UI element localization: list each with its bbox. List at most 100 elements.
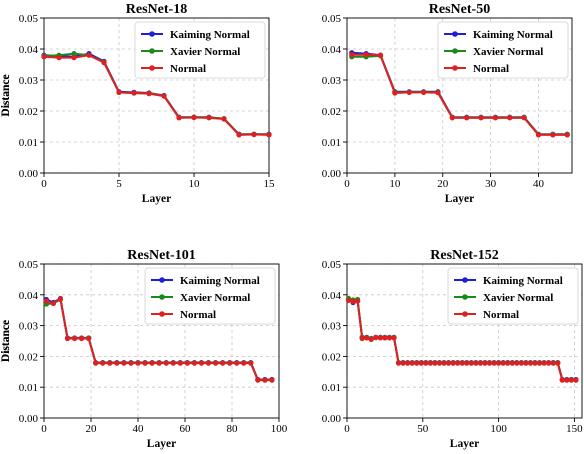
data-point [107, 360, 113, 366]
legend-frame [437, 21, 569, 79]
data-point [468, 360, 474, 366]
data-point [131, 90, 137, 96]
y-tick-label: 0.05 [19, 13, 39, 25]
data-point [262, 377, 268, 383]
legend-marker [462, 277, 468, 283]
data-point [79, 335, 85, 342]
data-point [350, 298, 356, 305]
data-point [349, 51, 355, 58]
subplot-resnet-101: 0 20 40 60 80 100 0.00 0.01 0.02 0.03 0.04 0.05 ResN… [0, 248, 288, 450]
data-point [564, 377, 570, 383]
data-point [432, 360, 438, 366]
data-point [382, 335, 388, 341]
data-point [135, 360, 141, 366]
subplot-title: ResNet-152 [430, 248, 498, 263]
legend-marker [159, 277, 165, 283]
legend: Kaiming Normal Xavier Normal Normal [437, 21, 569, 79]
data-point [191, 360, 197, 366]
data-point [559, 377, 565, 383]
y-tick-label: 0.03 [19, 75, 39, 87]
y-tick-label: 0.00 [19, 168, 39, 180]
x-tick-label: 15 [264, 178, 276, 190]
x-tick-label: 80 [227, 423, 239, 435]
legend-frame [447, 267, 579, 325]
legend-marker [159, 311, 165, 317]
data-point [455, 360, 461, 366]
data-point [386, 335, 393, 341]
data-point [56, 55, 62, 61]
data-point [121, 360, 127, 366]
data-point [161, 93, 167, 99]
data-point [116, 89, 122, 95]
data-point [146, 91, 152, 97]
series-normal [43, 296, 275, 383]
x-tick-label: 40 [533, 178, 545, 190]
data-point [391, 335, 397, 341]
y-tick-label: 0.01 [19, 137, 38, 149]
x-axis-label: Layer [142, 193, 171, 205]
x-tick-label: 10 [189, 178, 201, 190]
data-point [373, 334, 379, 340]
x-tick-label: 0 [344, 423, 350, 435]
data-point [184, 360, 190, 366]
subplot-resnet-18: 0 5 10 15 0.00 0.01 0.02 0.03 0.04 0.05 ResNet-18 L… [0, 2, 275, 205]
data-point [93, 360, 99, 366]
y-axis-label: Distance [0, 320, 12, 362]
x-tick-label: 100 [490, 423, 507, 435]
legend-frame [144, 267, 276, 325]
plot-frame [43, 17, 270, 174]
plot-frame [43, 263, 280, 419]
data-point [492, 115, 499, 121]
data-point [128, 360, 134, 366]
plot-frame [346, 263, 583, 419]
legend: Kaiming Normal Xavier Normal Normal [134, 21, 266, 79]
y-tick-label: 0.02 [19, 351, 38, 363]
data-point [236, 132, 242, 138]
y-axis-label: Distance [0, 74, 12, 116]
data-point [377, 335, 383, 341]
series-normal [349, 51, 570, 138]
y-tick-label: 0.03 [19, 321, 39, 333]
data-point [477, 360, 484, 366]
subplot-title: ResNet-50 [429, 2, 490, 17]
data-point [142, 360, 148, 366]
legend-entry: Kaiming Normal [170, 29, 250, 41]
data-point [478, 115, 484, 121]
x-tick-label: 20 [437, 178, 449, 190]
data-point [449, 115, 455, 121]
data-point [509, 360, 515, 366]
subplot-title: ResNet-101 [127, 248, 195, 263]
y-tick-label: 0.00 [322, 168, 342, 180]
y-tick-label: 0.04 [19, 44, 39, 56]
series-normal [41, 52, 272, 138]
x-tick-label: 150 [566, 423, 583, 435]
legend-marker [462, 294, 468, 300]
legend-entry: Kaiming Normal [473, 29, 553, 41]
data-point [248, 360, 254, 366]
data-point [459, 360, 465, 366]
y-tick-label: 0.01 [322, 137, 341, 149]
data-point [450, 360, 456, 366]
x-axis-label: Layer [445, 193, 474, 205]
legend-entry: Normal [473, 63, 509, 75]
data-point [527, 360, 534, 366]
series-line [43, 54, 270, 136]
data-point [464, 360, 470, 366]
x-tick-label: 0 [41, 423, 47, 435]
legend-entry: Kaiming Normal [180, 275, 260, 287]
data-point [251, 131, 257, 138]
y-tick-label: 0.02 [19, 106, 38, 118]
data-point [500, 360, 506, 366]
legend-marker [159, 294, 165, 300]
data-point [400, 360, 406, 366]
data-point [86, 335, 92, 342]
data-point [212, 360, 219, 366]
data-point [573, 377, 579, 383]
data-point [355, 298, 361, 304]
data-point [64, 335, 71, 342]
data-point [220, 360, 226, 366]
legend-entry: Xavier Normal [180, 292, 250, 304]
data-point [100, 360, 106, 366]
data-point [170, 360, 176, 366]
